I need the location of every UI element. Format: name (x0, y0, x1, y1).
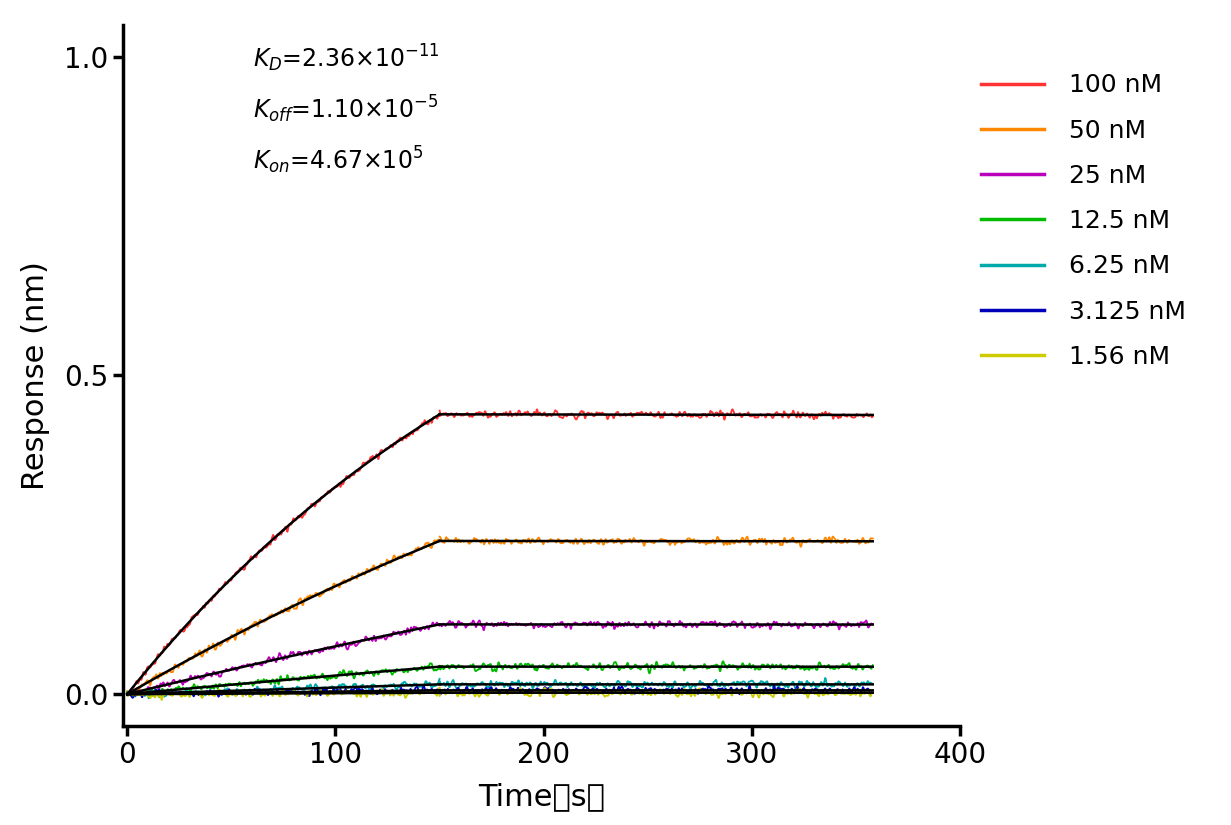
X-axis label: Time（s）: Time（s） (478, 782, 606, 812)
Y-axis label: Response (nm): Response (nm) (21, 261, 50, 490)
Text: $K_D$=2.36×10$^{-11}$
$K_{off}$=1.10×10$^{-5}$
$K_{on}$=4.67×10$^{5}$: $K_D$=2.36×10$^{-11}$ $K_{off}$=1.10×10$… (252, 42, 439, 177)
Legend: 100 nM, 50 nM, 25 nM, 12.5 nM, 6.25 nM, 3.125 nM, 1.56 nM: 100 nM, 50 nM, 25 nM, 12.5 nM, 6.25 nM, … (981, 73, 1185, 369)
